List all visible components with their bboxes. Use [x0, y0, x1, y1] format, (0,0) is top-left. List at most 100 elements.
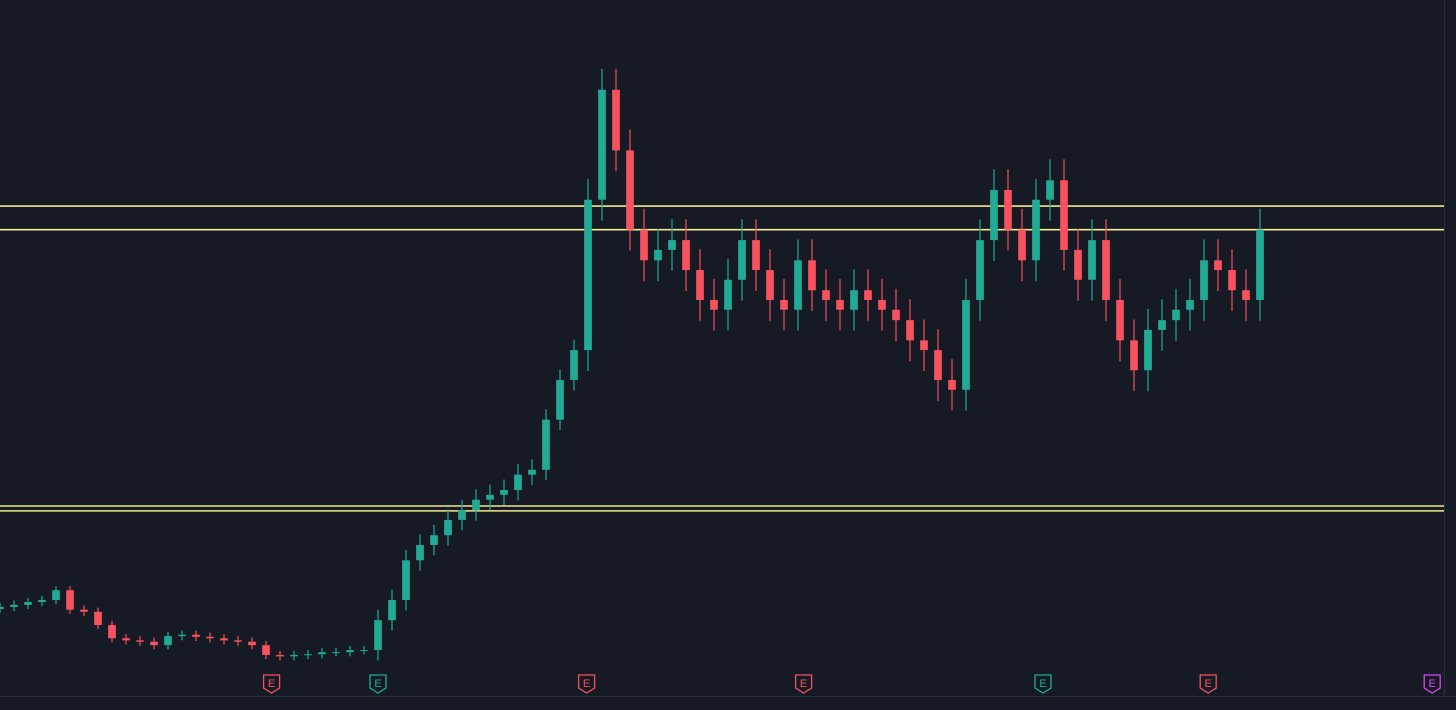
candle — [1074, 228, 1082, 301]
candle-body — [1116, 299, 1124, 341]
candle-body — [682, 240, 690, 271]
candle — [388, 589, 396, 631]
candle — [276, 650, 284, 661]
candle-body — [276, 654, 284, 657]
candle — [108, 620, 116, 643]
candle — [640, 208, 648, 282]
candle-body — [416, 544, 424, 561]
candle-body — [430, 535, 438, 545]
candle — [738, 219, 746, 301]
candle-body — [108, 625, 116, 639]
candle — [584, 178, 592, 371]
earnings-marker: E — [369, 674, 387, 694]
candle — [934, 329, 942, 401]
earnings-badge — [369, 674, 387, 694]
candle-body — [206, 636, 214, 639]
candle — [1256, 208, 1264, 321]
candle — [514, 464, 522, 501]
candle-body — [38, 599, 46, 603]
candle-body — [836, 299, 844, 310]
candle-body — [1032, 199, 1040, 261]
candle — [430, 524, 438, 556]
candle-body — [136, 640, 144, 642]
candle — [80, 605, 88, 616]
candle — [220, 634, 228, 645]
earnings-badge — [1423, 674, 1441, 694]
candle-body — [612, 89, 620, 151]
candle-body — [934, 350, 942, 381]
candle-body — [1130, 340, 1138, 371]
earnings-marker: E — [262, 674, 281, 694]
candle — [808, 239, 816, 312]
candle-body — [332, 652, 340, 654]
candle — [458, 499, 466, 531]
candle — [164, 631, 172, 650]
candle-body — [1172, 309, 1180, 321]
candle-body — [262, 645, 270, 655]
earnings-badge — [1034, 674, 1052, 694]
candle-body — [738, 240, 746, 280]
candle-body — [794, 260, 802, 310]
candle-body — [1144, 329, 1152, 371]
candle-body — [360, 650, 368, 652]
earnings-marker: E — [1423, 674, 1441, 694]
candle — [24, 597, 32, 609]
candle — [724, 258, 732, 331]
candle-body — [1214, 260, 1222, 271]
candle-body — [66, 590, 74, 610]
earnings-badge — [262, 674, 281, 694]
candle-body — [724, 279, 732, 310]
candle-body — [290, 654, 298, 657]
candle — [864, 269, 872, 321]
candle — [976, 219, 984, 321]
candle — [66, 586, 74, 614]
candle-body — [150, 641, 158, 646]
candle-body — [318, 652, 326, 655]
candle-body — [388, 599, 396, 621]
candle-body — [808, 260, 816, 291]
candle-body — [402, 560, 410, 600]
candle — [1214, 239, 1222, 291]
candle — [262, 641, 270, 660]
earnings-marker: E — [577, 674, 596, 694]
candle-body — [1228, 270, 1236, 291]
candle-body — [626, 150, 634, 230]
candle — [52, 586, 60, 605]
candle — [794, 239, 802, 331]
earnings-label: E — [1205, 678, 1212, 690]
candle-body — [920, 340, 928, 351]
candle-body — [948, 380, 956, 390]
candle-body — [822, 290, 830, 300]
candle — [710, 279, 718, 331]
candle — [290, 650, 298, 661]
candle-body — [654, 249, 662, 261]
earnings-label: E — [1429, 678, 1436, 690]
candle-body — [514, 474, 522, 490]
candle — [248, 637, 256, 650]
candle — [346, 645, 354, 657]
candle-body — [570, 350, 578, 381]
candle — [0, 602, 4, 614]
candle — [920, 319, 928, 371]
candle — [682, 219, 690, 291]
candle — [136, 636, 144, 646]
candle-body — [304, 654, 312, 656]
candle — [780, 279, 788, 331]
candle — [444, 509, 452, 546]
candle-body — [1004, 190, 1012, 230]
candle — [1032, 178, 1040, 282]
candle-body — [486, 494, 494, 500]
candle-body — [1088, 240, 1096, 280]
candle-body — [178, 634, 186, 637]
candle — [906, 299, 914, 362]
candle — [1158, 299, 1166, 351]
candle — [850, 269, 858, 331]
candle — [766, 249, 774, 321]
candle-body — [472, 499, 480, 511]
candle — [38, 595, 46, 607]
candle-body — [892, 309, 900, 321]
candle — [1088, 219, 1096, 301]
candle — [948, 359, 956, 411]
candle — [1200, 239, 1208, 321]
candle-body — [1242, 290, 1250, 300]
